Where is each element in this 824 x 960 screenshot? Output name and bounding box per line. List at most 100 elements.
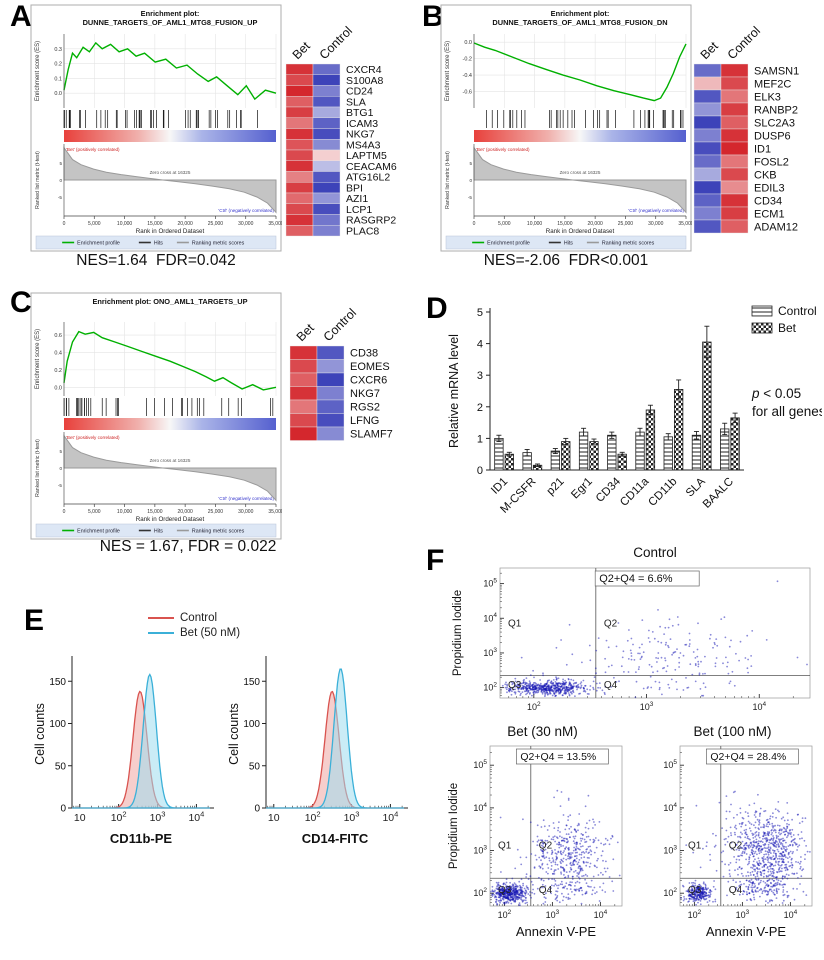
gene-label: EDIL3 xyxy=(754,182,785,194)
quadrant-label-q2: Q2 xyxy=(729,840,743,851)
heatmap-col-label: Bet xyxy=(290,39,314,63)
log-tick-label: 104 xyxy=(483,612,497,623)
pos-correlated-label: 'Bet' (positively correlated) xyxy=(66,435,120,440)
legend-swatch-bet xyxy=(751,322,773,334)
gene-label: BPI xyxy=(346,182,363,194)
rank-xlabel: Rank in Ordered Dataset xyxy=(136,228,205,235)
hist-curve-bet-50-nm- xyxy=(72,673,210,809)
gene-label: ID1 xyxy=(754,143,771,155)
p-value-note2: for all genes xyxy=(752,404,822,419)
log-tick-label: 104 xyxy=(784,909,798,920)
scatter-bet30-title: Bet (30 nM) xyxy=(507,724,578,739)
gene-label: SLC2A3 xyxy=(754,117,795,129)
es-axis-label: Enrichment score (ES) xyxy=(35,329,41,389)
gene-label: ELK3 xyxy=(754,91,781,103)
gene-label: SLAMF7 xyxy=(350,429,393,441)
heatmap-cell xyxy=(285,192,314,204)
x-tick-label: CD11b xyxy=(646,476,679,509)
log-tick-label: 102 xyxy=(498,909,512,920)
svg-text:25,000: 25,000 xyxy=(208,221,224,227)
bar-control xyxy=(635,431,645,471)
heatmap-cell xyxy=(289,399,318,414)
heatmap-cell xyxy=(693,206,722,221)
svg-text:0.0: 0.0 xyxy=(54,385,62,391)
heatmap-cell xyxy=(285,63,314,75)
dot-cluster xyxy=(490,876,534,906)
svg-text:-0.2: -0.2 xyxy=(463,57,472,63)
bar-bet xyxy=(702,341,712,471)
svg-text:20,000: 20,000 xyxy=(177,509,193,515)
heatmap-cell xyxy=(316,399,345,414)
panel-c-stats: NES = 1.67, FDR = 0.022 xyxy=(99,538,277,555)
quadrant-label-q1: Q1 xyxy=(688,840,702,851)
quadrant-label-q2: Q2 xyxy=(604,619,618,630)
svg-text:0: 0 xyxy=(63,221,66,227)
svg-text:1: 1 xyxy=(477,433,483,445)
gsea-legend-strip xyxy=(35,523,277,538)
dot-cluster xyxy=(532,875,607,902)
svg-text:5: 5 xyxy=(59,449,62,454)
svg-text:0: 0 xyxy=(59,466,62,471)
heatmap-cell xyxy=(285,139,314,151)
heatmap-cell xyxy=(289,413,318,428)
gene-label: PLAC8 xyxy=(346,225,379,237)
quad-percent-label: Q2+Q4 = 6.6% xyxy=(599,573,673,585)
svg-text:5,000: 5,000 xyxy=(88,509,101,515)
svg-text:30,000: 30,000 xyxy=(238,509,254,515)
heatmap-cell xyxy=(693,219,722,234)
panel-a-label: A xyxy=(10,0,32,33)
gsea-legend-strip xyxy=(445,235,687,250)
rank-xlabel: Rank in Ordered Dataset xyxy=(546,228,615,235)
svg-text:30,000: 30,000 xyxy=(238,221,254,227)
legend-item-control: Control xyxy=(148,610,240,625)
gene-label: SAMSN1 xyxy=(754,65,799,77)
heatmap-cell xyxy=(720,154,749,169)
svg-text:10,000: 10,000 xyxy=(117,221,133,227)
heatmap-cell xyxy=(289,386,318,401)
svg-text:0.3: 0.3 xyxy=(54,47,62,53)
es-axis-label: Enrichment score (ES) xyxy=(445,41,451,101)
heatmap-a: Bet Control CXCR4S100A8CD24SLABTG1ICAM3NKG… xyxy=(285,24,397,237)
heatmap-cell xyxy=(316,413,345,428)
legend-label-bet: Bet (50 nM) xyxy=(180,626,241,639)
svg-text:150: 150 xyxy=(243,677,260,688)
gsea-title: Enrichment plot: xyxy=(551,9,610,18)
pos-correlated-label: 'Bet' (positively correlated) xyxy=(476,147,530,152)
heatmap-cell xyxy=(720,180,749,195)
heatmap-cell xyxy=(312,203,341,215)
panel-b-label: B xyxy=(422,0,444,33)
svg-text:0.6: 0.6 xyxy=(54,333,62,339)
gene-label: LFNG xyxy=(350,415,379,427)
svg-text:Hits: Hits xyxy=(154,529,163,535)
gene-label: EOMES xyxy=(350,361,390,373)
pos-correlated-label: 'Bet' (positively correlated) xyxy=(66,147,120,152)
heatmap-cell xyxy=(720,193,749,208)
quadrant-label-q3: Q3 xyxy=(498,885,512,896)
svg-text:-0.6: -0.6 xyxy=(463,90,472,96)
heatmap-cell xyxy=(720,141,749,156)
histogram-cd11b: 0 50 100 150 10 102 103 104 Cell counts CD11b-PE xyxy=(33,656,214,846)
heatmap-cell xyxy=(316,386,345,401)
heatmap-cell xyxy=(312,74,341,86)
log-tick-label: 104 xyxy=(188,809,204,824)
y-axis-label: Cell counts xyxy=(227,703,241,765)
svg-text:0.1: 0.1 xyxy=(54,76,62,82)
log-tick-label: 102 xyxy=(111,809,127,824)
enrichment-curve xyxy=(63,330,277,391)
log-tick-label: 103 xyxy=(483,647,497,658)
heatmap-cell xyxy=(289,372,318,387)
bar-control xyxy=(607,434,617,471)
gsea-legend-strip xyxy=(35,235,277,250)
gsea-plot-b: Enrichment plot:DUNNE_TARGETS_OF_AML1_MT… xyxy=(440,4,692,252)
gsea-title: Enrichment plot: ONO_AML1_TARGETS_UP xyxy=(92,297,247,306)
quadrant-label-q4: Q4 xyxy=(604,680,618,691)
heatmap-col-label: Control xyxy=(725,24,763,62)
x-tick-label: ID1 xyxy=(489,476,510,497)
heatmap-cell xyxy=(285,106,314,118)
svg-text:-5: -5 xyxy=(58,483,63,488)
quadrant-label-q4: Q4 xyxy=(539,885,553,896)
rank-colorbar xyxy=(474,130,686,142)
ranked-metric-area xyxy=(473,146,687,214)
log-tick-label: 105 xyxy=(663,759,677,770)
heatmap-b: Bet Control SAMSN1MEF2CELK3RANBP2SLC2A3DUS… xyxy=(693,24,799,234)
